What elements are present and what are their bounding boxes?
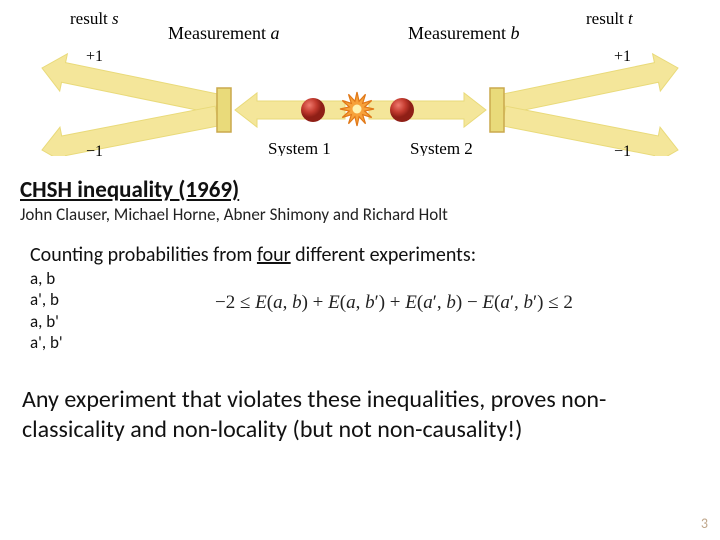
experiment-diagram: result s result t +1 −1 +1 −1 Measurement a Mea…: [0, 6, 720, 156]
chsh-formula: −2 ≤ E(a, b) + E(a, b′) + E(a′, b) − E(a…: [215, 292, 573, 314]
counting-prefix: Counting probabilities from: [30, 243, 257, 267]
list-item: a', b': [30, 332, 63, 353]
list-item: a, b': [30, 311, 63, 332]
list-item: a, b: [30, 268, 63, 289]
diagram-label: +1: [614, 48, 631, 65]
page-number: 3: [701, 515, 708, 532]
diagram-label: Measurement a: [168, 23, 279, 43]
conclusion-text: Any experiment that violates these inequ…: [22, 385, 698, 445]
arrow: [42, 106, 219, 156]
diagram-label: result s: [70, 9, 119, 28]
counting-four: four: [257, 243, 291, 267]
counting-line: Counting probabilities from four differe…: [30, 243, 476, 267]
arrow: [42, 54, 219, 114]
arrow: [502, 106, 678, 156]
arrow: [369, 93, 486, 127]
particle-2: [390, 98, 414, 122]
particle-1: [301, 98, 325, 122]
source-core: [353, 105, 362, 114]
diagram-label: −1: [86, 143, 103, 156]
polarizer-barrier: [490, 88, 504, 132]
diagram-label: System 1: [268, 139, 331, 156]
diagram-label: −1: [614, 143, 631, 156]
diagram-label: System 2: [410, 139, 473, 156]
diagram-label: result t: [586, 9, 634, 28]
polarizer-barrier: [217, 88, 231, 132]
arrow: [235, 93, 345, 127]
diagram-label: +1: [86, 48, 103, 65]
arrow: [502, 54, 678, 114]
counting-suffix: different experiments:: [291, 243, 476, 267]
experiment-list: a, b a', b a, b' a', b': [30, 268, 63, 353]
authors-subtitle: John Clauser, Michael Horne, Abner Shimo…: [20, 204, 448, 225]
list-item: a', b: [30, 289, 63, 310]
slide-title: CHSH inequality (1969): [20, 176, 239, 204]
slide: result s result t +1 −1 +1 −1 Measurement a Mea…: [0, 0, 720, 540]
diagram-label: Measurement b: [408, 23, 519, 43]
